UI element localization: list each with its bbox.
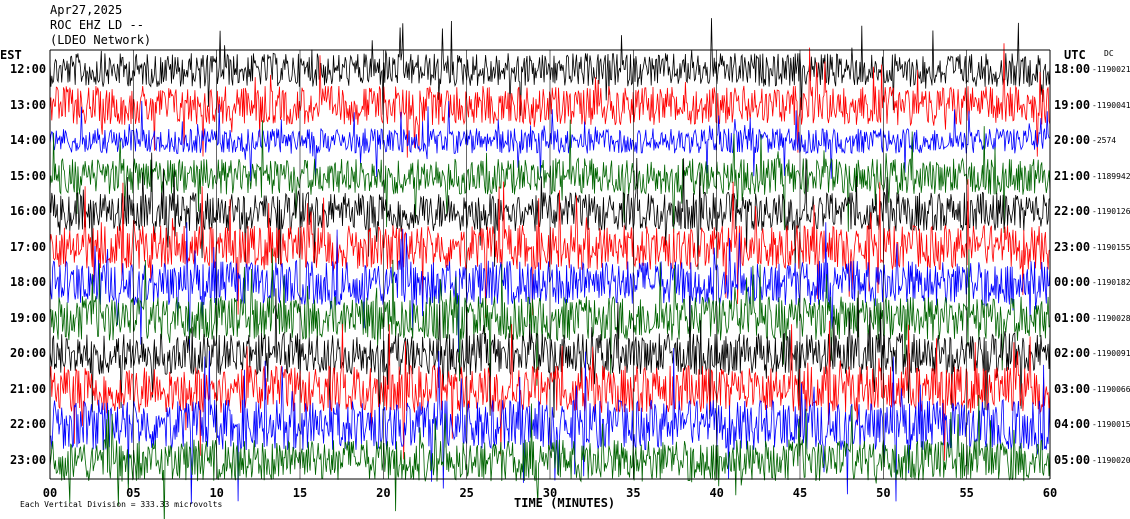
est-label: 21:00 bbox=[10, 381, 47, 396]
dc-value: -1190015 bbox=[1092, 420, 1130, 429]
utc-label: 03:00 bbox=[1054, 381, 1091, 396]
est-label: 18:00 bbox=[10, 275, 47, 289]
x-tick-label: 55 bbox=[959, 486, 973, 500]
utc-label: 20:00 bbox=[1054, 133, 1091, 147]
x-tick-label: 00 bbox=[43, 486, 57, 500]
est-label: 20:00 bbox=[10, 346, 47, 360]
est-label: 23:00 bbox=[10, 452, 47, 467]
utc-label: 00:00 bbox=[1054, 275, 1091, 289]
x-tick-label: 10 bbox=[209, 486, 223, 500]
x-tick-label: 15 bbox=[293, 486, 307, 500]
x-axis-ticks: 00 05 10 15 20 25 30 35 40 45 50 55 60 bbox=[43, 486, 1057, 500]
dc-value: -1190021 bbox=[1092, 65, 1130, 74]
est-label: 14:00 bbox=[10, 133, 47, 147]
dc-value: -1190020 bbox=[1092, 455, 1130, 465]
dc-value: -1190126 bbox=[1092, 207, 1130, 216]
utc-label: 05:00 bbox=[1054, 452, 1091, 467]
est-label: 12:00 bbox=[10, 62, 47, 76]
dc-value: -1190091 bbox=[1092, 349, 1130, 358]
dc-value: -1190028 bbox=[1092, 313, 1130, 323]
utc-label: 19:00 bbox=[1054, 97, 1091, 112]
header-network: (LDEO Network) bbox=[50, 33, 152, 47]
est-label: 13:00 bbox=[10, 97, 47, 112]
x-tick-label: 40 bbox=[709, 486, 723, 500]
utc-label: 04:00 bbox=[1054, 417, 1091, 431]
utc-axis-title: UTC bbox=[1064, 48, 1086, 62]
dc-value: -2574 bbox=[1092, 136, 1117, 145]
x-tick-label: 60 bbox=[1043, 486, 1057, 500]
header-date: Apr27,2025 bbox=[50, 3, 123, 17]
dc-value: -1189942 bbox=[1092, 171, 1130, 181]
x-tick-label: 45 bbox=[793, 486, 807, 500]
dc-value: -1190155 bbox=[1092, 242, 1130, 252]
est-label: 15:00 bbox=[10, 168, 47, 183]
utc-label: 02:00 bbox=[1054, 346, 1091, 360]
x-tick-label: 30 bbox=[543, 486, 557, 500]
est-label: 16:00 bbox=[10, 204, 47, 218]
dc-value: -1190041 bbox=[1092, 100, 1130, 110]
utc-label: 23:00 bbox=[1054, 239, 1091, 254]
minute-gridlines bbox=[49, 50, 1051, 479]
est-label: 22:00 bbox=[10, 417, 47, 431]
x-tick-label: 20 bbox=[376, 486, 390, 500]
dc-axis-title: DC bbox=[1104, 49, 1114, 58]
x-tick-label: 35 bbox=[626, 486, 640, 500]
x-axis-title: TIME (MINUTES) bbox=[514, 496, 616, 510]
x-tick-label: 50 bbox=[876, 486, 890, 500]
est-label: 19:00 bbox=[10, 310, 47, 325]
utc-label: 18:00 bbox=[1054, 62, 1091, 76]
utc-label: 22:00 bbox=[1054, 204, 1091, 218]
est-label: 17:00 bbox=[10, 239, 47, 254]
dc-value: -1190066 bbox=[1092, 384, 1130, 394]
utc-label: 01:00 bbox=[1054, 310, 1091, 325]
utc-label: 21:00 bbox=[1054, 168, 1091, 183]
est-axis-title: EST bbox=[0, 48, 22, 62]
x-tick-label: 05 bbox=[126, 486, 140, 500]
x-tick-label: 25 bbox=[459, 486, 473, 500]
footnote: Each Vertical Division = 333.33 microvol… bbox=[20, 500, 223, 509]
header-station: ROC EHZ LD -- bbox=[50, 18, 144, 32]
dc-value: -1190182 bbox=[1092, 278, 1130, 287]
